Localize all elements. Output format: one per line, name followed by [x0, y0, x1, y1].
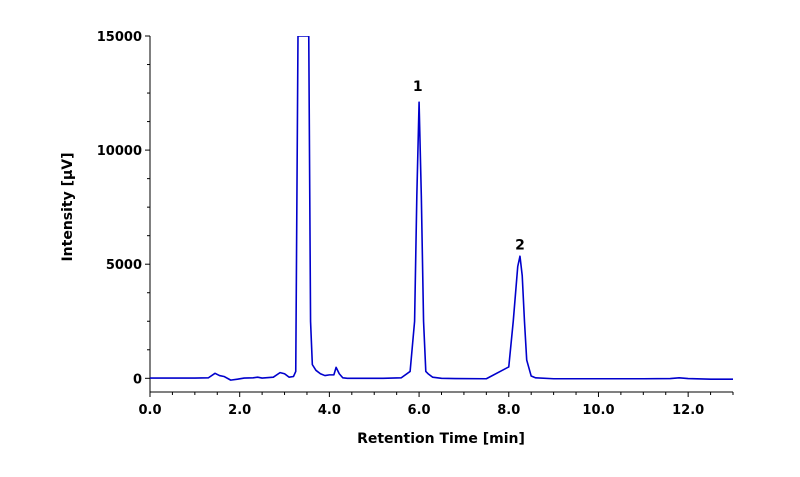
x-tick-label: 10.0: [582, 403, 614, 418]
y-tick-label: 15000: [97, 30, 142, 45]
y-tick-label: 10000: [97, 144, 142, 159]
peak-label: 2: [515, 237, 525, 253]
x-tick-label: 12.0: [672, 403, 704, 418]
y-tick-label: 5000: [106, 258, 142, 273]
x-tick-label: 4.0: [318, 403, 341, 418]
chromatogram-trace-line: [150, 36, 733, 381]
plot-area: 0.0 2.0 4.0 6.0 8.0 10.0 12.0 0 5000 10000 15000 1 2: [97, 30, 734, 418]
x-tick-label: 6.0: [408, 403, 431, 418]
x-tick-label: 2.0: [228, 403, 251, 418]
x-tick-label: 0.0: [138, 403, 161, 418]
y-axis-label: Intensity [µV]: [60, 152, 76, 261]
peak-label: 1: [413, 79, 423, 95]
x-tick-label: 8.0: [497, 403, 520, 418]
y-tick-label: 0: [133, 372, 142, 387]
x-axis-label: Retention Time [min]: [357, 431, 525, 447]
